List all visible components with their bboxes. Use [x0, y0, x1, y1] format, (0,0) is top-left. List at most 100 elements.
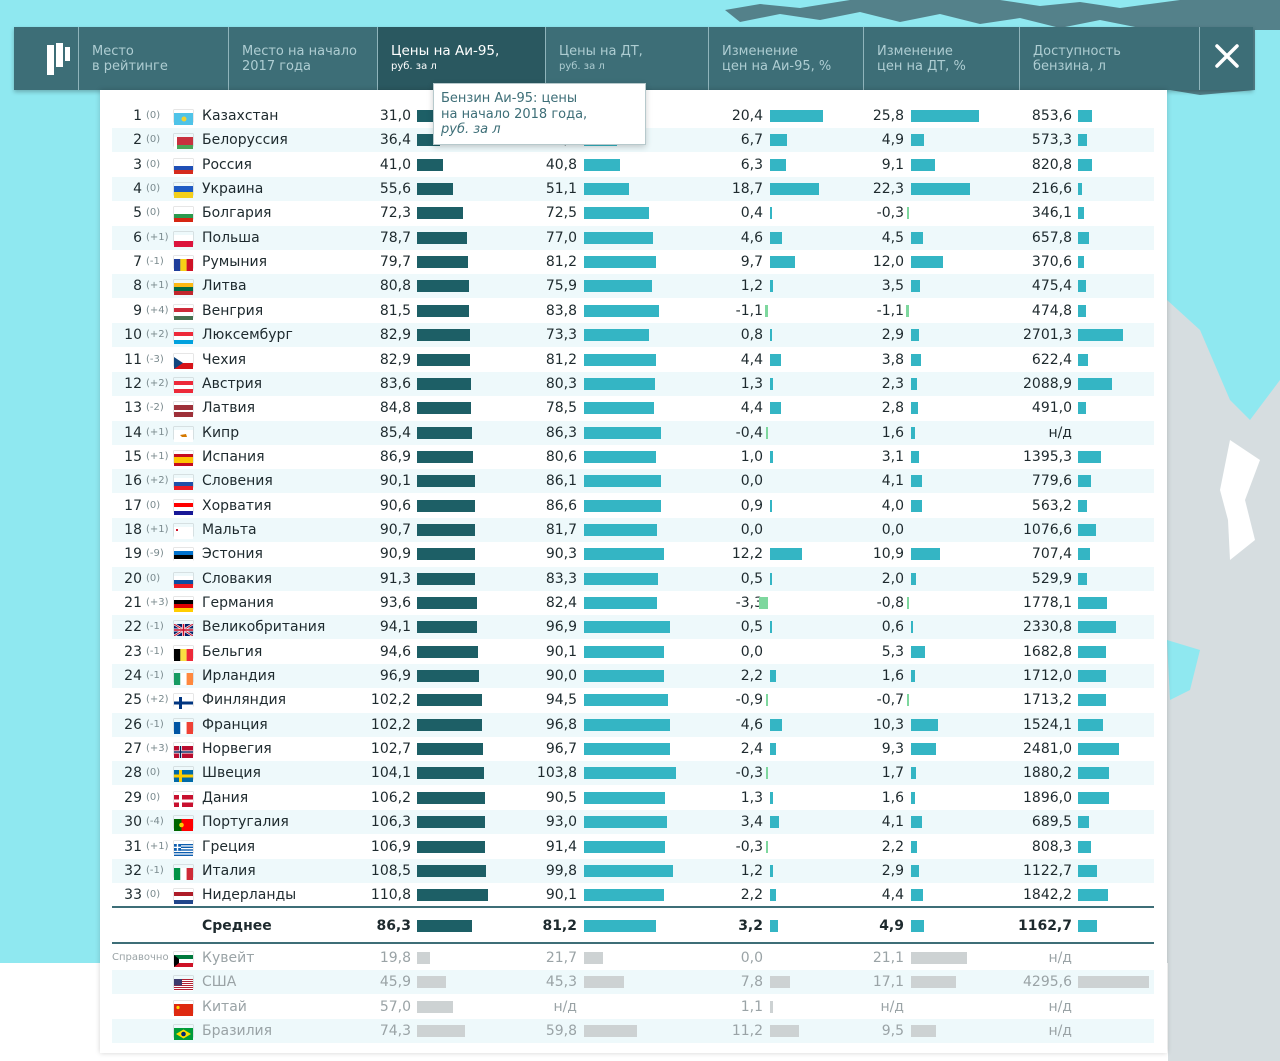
ai95-price-bar — [417, 816, 486, 829]
table-row[interactable]: 21 (+3) Германия 93,6 82,4 -3,3 -0,8 1778,1 — [112, 591, 1154, 615]
table-row[interactable]: 6 (+1) Польша 78,7 77,0 4,6 4,5 657,8 — [112, 225, 1154, 250]
reference-row[interactable]: США 45,9 45,3 7,8 17,1 4295,6 — [112, 970, 1154, 995]
ai95-price: 94,1 — [379, 619, 411, 636]
table-row[interactable]: 27 (+3) Норвегия 102,7 96,7 2,4 9,3 2481,0 — [112, 737, 1154, 761]
col-dt-price[interactable]: Цены на ДТ, руб. за л — [545, 27, 708, 90]
ai95-change: 3,4 — [740, 814, 763, 831]
table-row[interactable]: 4 (0) Украина 55,6 51,1 18,7 22,3 216,6 — [112, 177, 1154, 202]
ai95-change: 0,0 — [740, 473, 763, 490]
table-row[interactable]: 23 (-1) Бельгия 94,6 90,1 0,0 5,3 1682,8 — [112, 640, 1154, 664]
average-row[interactable]: Среднее 86,3 81,2 3,2 4,9 1162,7 — [112, 914, 1154, 938]
col-dt-change-label: Изменение — [877, 44, 953, 59]
availability: 1076,6 — [1023, 521, 1072, 538]
dt-change: 3,5 — [881, 278, 904, 295]
ai95-price: 80,8 — [379, 278, 411, 295]
ai95-change: -0,3 — [735, 765, 763, 782]
table-row[interactable]: 5 (0) Болгария 72,3 72,5 0,4 -0,3 346,1 — [112, 201, 1154, 225]
table-row[interactable]: 30 (-4) Португалия 106,3 93,0 3,4 4,1 689,5 — [112, 810, 1154, 835]
table-row[interactable]: 11 (-3) Чехия 82,9 81,2 4,4 3,8 622,4 — [112, 348, 1154, 372]
flag-us-icon — [174, 976, 193, 992]
availability-bar — [1078, 183, 1082, 196]
col-ai95-price[interactable]: Цены на Аи-95, руб. за л — [377, 27, 545, 90]
ai95-price-bar — [417, 256, 468, 269]
availability-bar — [1078, 402, 1087, 415]
close-button[interactable] — [1199, 27, 1253, 90]
ai95-price-bar — [417, 670, 480, 683]
table-row[interactable]: 8 (+1) Литва 80,8 75,9 1,2 3,5 475,4 — [112, 274, 1154, 299]
availability-bar — [1078, 840, 1092, 853]
col-ai95-change-sublabel: цен на Аи-95, % — [722, 59, 832, 74]
ai95-change: 1,1 — [740, 998, 763, 1015]
rank-change: (0) — [146, 572, 161, 584]
flag-es-icon — [174, 451, 193, 466]
rank: 25 — [124, 692, 142, 709]
col-rank-2017[interactable]: Место на начало 2017 года — [228, 27, 377, 90]
table-row[interactable]: 29 (0) Дания 106,2 90,5 1,3 1,6 1896,0 — [112, 786, 1154, 810]
table-row[interactable]: 17 (0) Хорватия 90,6 86,6 0,9 4,0 563,2 — [112, 494, 1154, 518]
rank-change: (+1) — [146, 450, 169, 462]
table-row[interactable]: 22 (-1) Великобритания 94,1 96,9 0,5 0,6 2330,8 — [112, 615, 1154, 640]
col-availability[interactable]: Доступность бензина, л — [1019, 27, 1185, 90]
table-row[interactable]: 24 (-1) Ирландия 96,9 90,0 2,2 1,6 1712,0 — [112, 664, 1154, 689]
rank-change: (+1) — [146, 426, 169, 438]
table-row[interactable]: 31 (+1) Греция 106,9 91,4 -0,3 2,2 808,3 — [112, 835, 1154, 859]
availability: 4295,6 — [1023, 974, 1072, 991]
dt-change: 4,9 — [879, 918, 904, 934]
close-icon[interactable] — [1200, 27, 1254, 90]
country-name: Россия — [202, 156, 252, 173]
table-row[interactable]: 16 (+2) Словения 90,1 86,1 0,0 4,1 779,6 — [112, 469, 1154, 494]
ai95-change: 0,9 — [740, 497, 763, 514]
country-name: Польша — [202, 229, 260, 246]
reference-row[interactable]: Бразилия 74,3 59,8 11,2 9,5 н/д — [112, 1019, 1154, 1044]
table-row[interactable]: 9 (+4) Венгрия 81,5 83,8 -1,1 -1,1 474,8 — [112, 299, 1154, 323]
ai95-change-bar — [770, 864, 774, 877]
table-row[interactable]: 19 (-9) Эстония 90,9 90,3 12,2 10,9 707,4 — [112, 542, 1154, 566]
table-row[interactable]: 10 (+2) Люксембург 82,9 73,3 0,8 2,9 2701,3 — [112, 323, 1154, 348]
table-row[interactable]: 20 (0) Словакия 91,3 83,3 0,5 2,0 529,9 — [112, 566, 1154, 591]
flag-lt-icon — [174, 280, 193, 296]
dt-change: -0,8 — [876, 595, 904, 611]
dt-price-bar — [584, 499, 662, 512]
ai95-change-bar — [770, 976, 791, 989]
table-row[interactable]: 26 (-1) Франция 102,2 96,8 4,6 10,3 1524,1 — [112, 712, 1154, 737]
ai95-price: 81,5 — [379, 302, 411, 319]
table-row[interactable]: 18 (+1) Мальта 90,7 81,7 0,0 0,0 1076,6 — [112, 517, 1154, 542]
table-row[interactable]: 33 (0) Нидерланды 110,8 90,1 2,2 4,4 1842,2 — [112, 883, 1154, 907]
col-rank[interactable]: Место в рейтинге — [78, 27, 228, 90]
dt-price: 72,5 — [545, 205, 577, 222]
ai95-price: 106,3 — [370, 814, 411, 831]
availability-bar — [1078, 718, 1104, 731]
reference-row[interactable]: Справочно Кувейт 19,8 21,7 0,0 21,1 н/д — [112, 946, 1154, 970]
flag-sk-icon — [174, 573, 193, 588]
table-row[interactable]: 32 (-1) Италия 108,5 99,8 1,2 2,9 1122,7 — [112, 858, 1154, 883]
table-row[interactable]: 13 (-2) Латвия 84,8 78,5 4,4 2,8 491,0 — [112, 396, 1154, 420]
table-row[interactable]: 15 (+1) Испания 86,9 80,6 1,0 3,1 1395,3 — [112, 445, 1154, 469]
availability-bar — [1078, 864, 1097, 877]
rank-change: (0) — [146, 158, 161, 170]
table-row[interactable]: 28 (0) Швеция 104,1 103,8 -0,3 1,7 1880,2 — [112, 761, 1154, 786]
col-dt-change[interactable]: Изменение цен на ДТ, % — [863, 27, 1019, 90]
availability: 622,4 — [1031, 351, 1072, 368]
availability: 370,6 — [1031, 254, 1072, 271]
ai95-change-bar — [770, 329, 773, 342]
ai95-change: 0,5 — [740, 570, 763, 587]
ai95-change: 1,3 — [740, 375, 763, 392]
table-row[interactable]: 12 (+2) Австрия 83,6 80,3 1,3 2,3 2088,9 — [112, 371, 1154, 396]
col-ai95-change[interactable]: Изменение цен на Аи-95, % — [708, 27, 863, 90]
ai95-price: 55,6 — [379, 181, 411, 198]
rank-change: (+1) — [146, 840, 169, 852]
country-name: Франция — [202, 716, 268, 733]
table-row[interactable]: 14 (+1) Кипр 85,4 86,3 -0,4 1,6 н/д — [112, 420, 1154, 445]
logo-icon[interactable] — [14, 27, 92, 90]
availability-bar — [1078, 621, 1117, 634]
rank-change: (0) — [146, 499, 161, 511]
ai95-price: 57,0 — [379, 998, 411, 1015]
ai95-price-bar — [417, 952, 430, 964]
reference-row[interactable]: Китай 57,0 н/д 1,1 н/д н/д — [112, 995, 1154, 1019]
table-row[interactable]: 7 (-1) Румыния 79,7 81,2 9,7 12,0 370,6 — [112, 250, 1154, 274]
table-row[interactable]: 3 (0) Россия 41,0 40,8 6,3 9,1 820,8 — [112, 153, 1154, 177]
table-row[interactable]: 25 (+2) Финляндия 102,2 94,5 -0,9 -0,7 1713,2 — [112, 688, 1154, 712]
rank-change: (-1) — [146, 645, 164, 657]
ai95-change: 0,0 — [740, 950, 763, 966]
